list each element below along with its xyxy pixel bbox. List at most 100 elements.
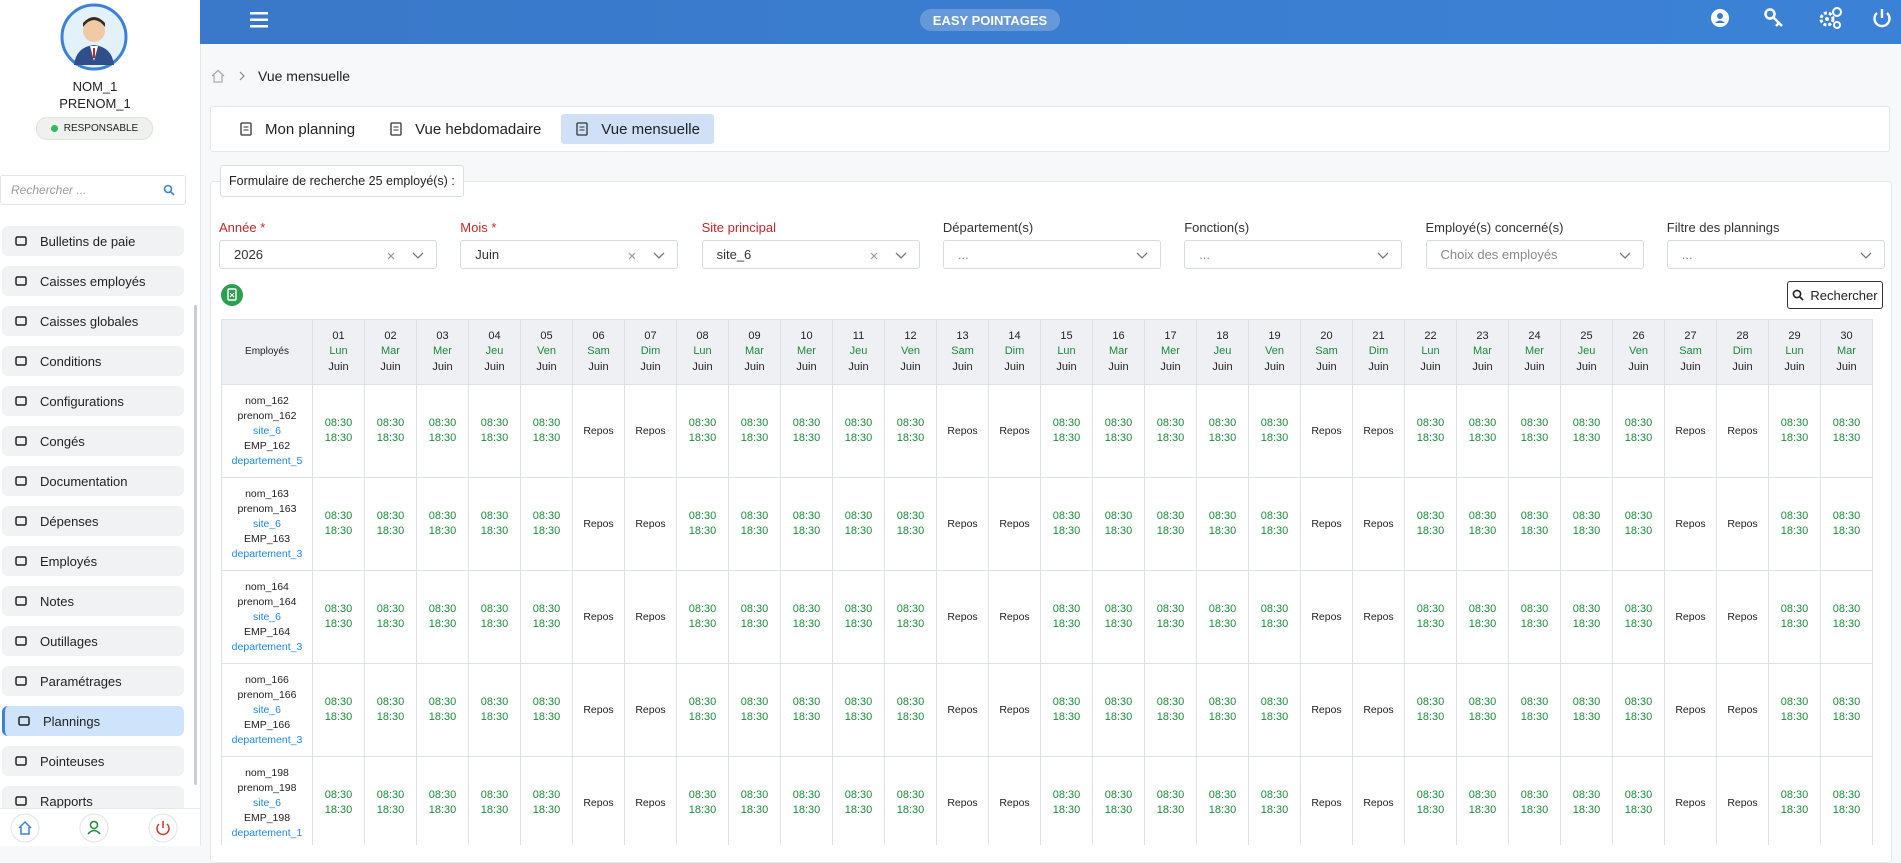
day-cell[interactable]: 08:30 18:30	[676, 663, 729, 757]
day-cell[interactable]: 08:30 18:30	[1144, 756, 1197, 845]
day-cell[interactable]: Repos	[1664, 570, 1717, 664]
day-cell[interactable]: 08:30 18:30	[468, 570, 521, 664]
day-cell[interactable]: 08:30 18:30	[676, 384, 729, 478]
profile-button[interactable]	[79, 813, 109, 843]
day-cell[interactable]: 08:30 18:30	[676, 570, 729, 664]
day-cell[interactable]: 08:30 18:30	[832, 570, 885, 664]
day-cell[interactable]: Repos	[1352, 384, 1405, 478]
day-cell[interactable]: Repos	[1716, 756, 1769, 845]
menu-item[interactable]: Employés	[2, 546, 184, 576]
day-cell[interactable]: 08:30 18:30	[1144, 663, 1197, 757]
day-cell[interactable]: 08:30 18:30	[1560, 663, 1613, 757]
day-cell[interactable]: 08:30 18:30	[1456, 570, 1509, 664]
day-cell[interactable]: 08:30 18:30	[364, 384, 417, 478]
day-cell[interactable]: 08:30 18:30	[1144, 570, 1197, 664]
profile-icon[interactable]	[1709, 7, 1731, 29]
day-cell[interactable]: 08:30 18:30	[1196, 756, 1249, 845]
day-cell[interactable]: 08:30 18:30	[1560, 756, 1613, 845]
day-cell[interactable]: 08:30 18:30	[1144, 477, 1197, 571]
day-cell[interactable]: 08:30 18:30	[520, 663, 573, 757]
day-cell[interactable]: 08:30 18:30	[1768, 384, 1821, 478]
day-cell[interactable]: Repos	[1352, 477, 1405, 571]
day-cell[interactable]: 08:30 18:30	[1456, 477, 1509, 571]
day-cell[interactable]: 08:30 18:30	[312, 663, 365, 757]
day-cell[interactable]: 08:30 18:30	[884, 570, 937, 664]
day-cell[interactable]: 08:30 18:30	[884, 477, 937, 571]
day-cell[interactable]: 08:30 18:30	[364, 756, 417, 845]
day-cell[interactable]: 08:30 18:30	[884, 756, 937, 845]
day-cell[interactable]: 08:30 18:30	[520, 570, 573, 664]
day-cell[interactable]: 08:30 18:30	[728, 477, 781, 571]
day-cell[interactable]: 08:30 18:30	[1404, 384, 1457, 478]
day-cell[interactable]: Repos	[1664, 477, 1717, 571]
day-cell[interactable]: 08:30 18:30	[832, 384, 885, 478]
day-cell[interactable]: 08:30 18:30	[780, 570, 833, 664]
day-cell[interactable]: 08:30 18:30	[1612, 663, 1665, 757]
day-cell[interactable]: 08:30 18:30	[1820, 570, 1873, 664]
day-cell[interactable]: Repos	[1664, 384, 1717, 478]
day-cell[interactable]: Repos	[572, 477, 625, 571]
day-cell[interactable]: 08:30 18:30	[1560, 384, 1613, 478]
day-cell[interactable]: 08:30 18:30	[1612, 384, 1665, 478]
select[interactable]: site_6	[701, 240, 920, 269]
day-cell[interactable]: Repos	[572, 384, 625, 478]
day-cell[interactable]: 08:30 18:30	[1560, 570, 1613, 664]
day-cell[interactable]: 08:30 18:30	[1196, 384, 1249, 478]
day-cell[interactable]: 08:30 18:30	[1820, 663, 1873, 757]
select[interactable]: Juin	[460, 240, 679, 269]
day-cell[interactable]: Repos	[1664, 663, 1717, 757]
day-cell[interactable]: 08:30 18:30	[1092, 384, 1145, 478]
menu-item[interactable]: Caisses globales	[2, 306, 184, 336]
day-cell[interactable]: 08:30 18:30	[1248, 477, 1301, 571]
day-cell[interactable]: 08:30 18:30	[780, 384, 833, 478]
day-cell[interactable]: 08:30 18:30	[1508, 570, 1561, 664]
tab[interactable]: Mon planning	[225, 114, 369, 144]
day-cell[interactable]: Repos	[624, 384, 677, 478]
day-cell[interactable]: 08:30 18:30	[1196, 663, 1249, 757]
day-cell[interactable]: 08:30 18:30	[468, 477, 521, 571]
day-cell[interactable]: 08:30 18:30	[520, 756, 573, 845]
day-cell[interactable]: 08:30 18:30	[1092, 570, 1145, 664]
day-cell[interactable]: 08:30 18:30	[1612, 477, 1665, 571]
day-cell[interactable]: Repos	[936, 756, 989, 845]
day-cell[interactable]: 08:30 18:30	[1248, 756, 1301, 845]
menu-item[interactable]: Configurations	[2, 386, 184, 416]
export-excel[interactable]	[220, 283, 244, 307]
day-cell[interactable]: 08:30 18:30	[1820, 384, 1873, 478]
day-cell[interactable]: 08:30 18:30	[884, 384, 937, 478]
day-cell[interactable]: Repos	[1716, 663, 1769, 757]
day-cell[interactable]: 08:30 18:30	[780, 663, 833, 757]
power-icon[interactable]	[1871, 7, 1893, 29]
day-cell[interactable]: 08:30 18:30	[676, 756, 729, 845]
day-cell[interactable]: 08:30 18:30	[1508, 756, 1561, 845]
day-cell[interactable]: 08:30 18:30	[728, 384, 781, 478]
day-cell[interactable]: Repos	[988, 663, 1041, 757]
day-cell[interactable]: Repos	[1716, 570, 1769, 664]
day-cell[interactable]: Repos	[988, 570, 1041, 664]
day-cell[interactable]: 08:30 18:30	[416, 477, 469, 571]
day-cell[interactable]: Repos	[936, 663, 989, 757]
day-cell[interactable]: 08:30 18:30	[416, 756, 469, 845]
day-cell[interactable]: 08:30 18:30	[1404, 570, 1457, 664]
day-cell[interactable]: 08:30 18:30	[1248, 384, 1301, 478]
breadcrumb-home[interactable]	[210, 69, 226, 83]
day-cell[interactable]: Repos	[624, 477, 677, 571]
menu-item[interactable]: Rapports	[2, 786, 184, 810]
day-cell[interactable]: 08:30 18:30	[416, 384, 469, 478]
day-cell[interactable]: 08:30 18:30	[1456, 756, 1509, 845]
day-cell[interactable]: 08:30 18:30	[1196, 570, 1249, 664]
menu-item[interactable]: Plannings	[2, 706, 184, 736]
day-cell[interactable]: 08:30 18:30	[728, 756, 781, 845]
day-cell[interactable]: Repos	[988, 477, 1041, 571]
select[interactable]: ...	[1184, 240, 1403, 269]
day-cell[interactable]: 08:30 18:30	[416, 663, 469, 757]
day-cell[interactable]: 08:30 18:30	[312, 384, 365, 478]
day-cell[interactable]: 08:30 18:30	[1040, 756, 1093, 845]
day-cell[interactable]: 08:30 18:30	[1092, 756, 1145, 845]
menu-item[interactable]: Notes	[2, 586, 184, 616]
day-cell[interactable]: Repos	[1716, 384, 1769, 478]
day-cell[interactable]: Repos	[624, 663, 677, 757]
day-cell[interactable]: 08:30 18:30	[1040, 477, 1093, 571]
day-cell[interactable]: Repos	[1352, 570, 1405, 664]
day-cell[interactable]: 08:30 18:30	[1404, 477, 1457, 571]
